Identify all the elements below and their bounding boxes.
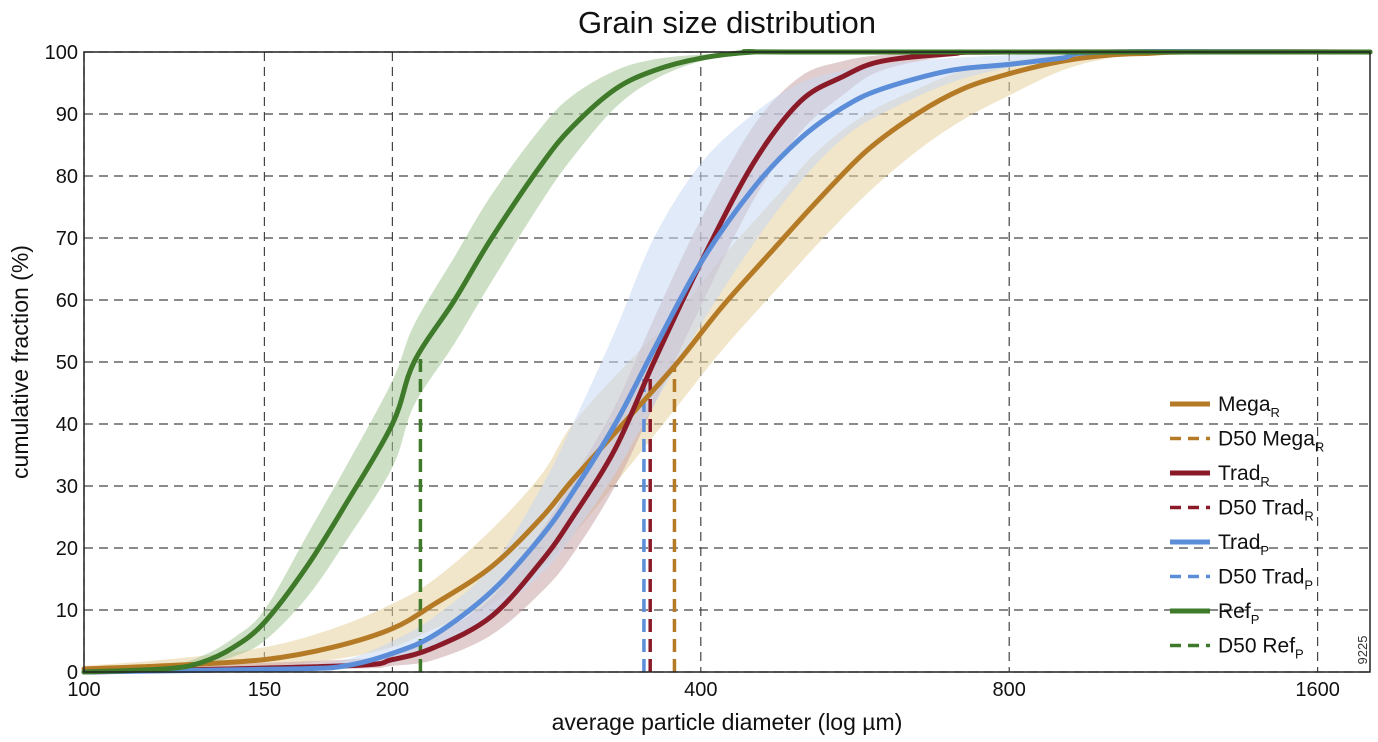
plot-frame <box>83 51 1371 673</box>
x-tick-label: 150 <box>248 679 281 701</box>
y-tick-label: 20 <box>56 538 78 560</box>
y-tick-label: 60 <box>56 290 78 312</box>
x-tick-label: 400 <box>684 679 717 701</box>
x-tick-label: 800 <box>993 679 1026 701</box>
confidence-bands <box>84 51 1370 673</box>
tick-labels: 0 10 20 30 40 50 60 70 80 90 100 100 150 200 400 800 160… <box>45 42 1340 701</box>
legend-label: MegaR <box>1218 393 1280 420</box>
y-tick-label: 90 <box>56 104 78 126</box>
band-trad_p <box>84 51 1370 672</box>
legend-label: RefP <box>1218 600 1259 627</box>
legend: MegaR D50 MegaR TradR D50 TradR TradP D50 Tra… <box>1170 393 1324 662</box>
y-tick-label: 50 <box>56 352 78 374</box>
legend-label: TradP <box>1218 531 1269 558</box>
legend-label: D50 TradR <box>1218 497 1314 524</box>
y-tick-label: 10 <box>56 600 78 622</box>
line-trad_p <box>81 49 1373 675</box>
x-tick-label: 200 <box>376 679 409 701</box>
d50-markers <box>418 352 677 672</box>
x-tick-label: 1600 <box>1295 679 1340 701</box>
line-mega <box>81 49 1373 672</box>
y-tick-label: 30 <box>56 476 78 498</box>
y-tick-label: 70 <box>56 228 78 250</box>
x-axis-label: average particle diameter (log µm) <box>552 709 903 735</box>
x-tick-label: 100 <box>67 679 100 701</box>
watermark-text: 9225 <box>1355 636 1370 665</box>
legend-label: D50 MegaR <box>1218 428 1324 455</box>
y-tick-label: 0 <box>67 662 78 684</box>
legend-label: TradR <box>1218 462 1270 489</box>
chart-title: Grain size distribution <box>578 5 876 40</box>
y-tick-label: 80 <box>56 166 78 188</box>
y-tick-label: 40 <box>56 414 78 436</box>
legend-label: D50 TradP <box>1218 566 1313 593</box>
y-tick-label: 100 <box>45 42 78 64</box>
legend-label: D50 RefP <box>1218 635 1304 662</box>
grid <box>83 51 1370 673</box>
y-axis-label: cumulative fraction (%) <box>7 245 33 479</box>
